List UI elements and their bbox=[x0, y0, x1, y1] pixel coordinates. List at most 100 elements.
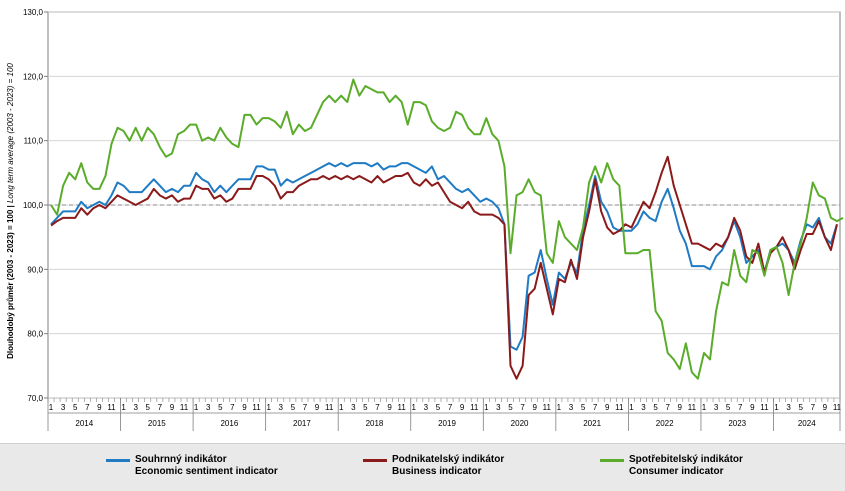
x-month-label: 1 bbox=[412, 403, 417, 412]
legend-swatch-economic bbox=[106, 459, 130, 462]
x-month-label: 1 bbox=[484, 403, 489, 412]
x-month-label: 9 bbox=[315, 403, 320, 412]
x-month-label: 5 bbox=[508, 403, 513, 412]
x-month-label: 5 bbox=[146, 403, 151, 412]
x-year-label: 2023 bbox=[728, 419, 746, 428]
x-year-label: 2021 bbox=[583, 419, 601, 428]
legend-item-consumer: Spotřebitelský indikátor Consumer indica… bbox=[600, 454, 743, 478]
x-month-label: 3 bbox=[133, 403, 138, 412]
x-year-label: 2014 bbox=[75, 419, 93, 428]
x-year-label: 2018 bbox=[366, 419, 384, 428]
x-month-label: 11 bbox=[252, 403, 261, 412]
legend-label-business-en: Business indicator bbox=[392, 466, 482, 477]
x-month-label: 9 bbox=[387, 403, 392, 412]
y-tick-label: 80,0 bbox=[27, 330, 43, 339]
x-month-label: 1 bbox=[266, 403, 271, 412]
x-month-label: 1 bbox=[121, 403, 126, 412]
x-month-label: 11 bbox=[543, 403, 552, 412]
x-month-label: 5 bbox=[291, 403, 296, 412]
legend-label-business-cz: Podnikatelský indikátor bbox=[392, 454, 505, 465]
y-tick-label: 130,0 bbox=[23, 8, 44, 17]
legend-label-consumer-en: Consumer indicator bbox=[629, 466, 724, 477]
legend-swatch-consumer bbox=[600, 459, 624, 462]
x-month-label: 9 bbox=[532, 403, 537, 412]
x-year-label: 2017 bbox=[293, 419, 311, 428]
chart-legend: Souhrnný indikátor Economic sentiment in… bbox=[0, 443, 845, 491]
x-month-label: 5 bbox=[581, 403, 586, 412]
x-month-label: 11 bbox=[325, 403, 334, 412]
x-axis: 1 3 5 7 9 11 1 3 5 7 9 11 1 3 5 7 9 11 1 3 5 7 9 11 1 3 5 7 9 11 1 3 5 7 9… bbox=[47, 398, 842, 431]
x-month-label: 9 bbox=[460, 403, 465, 412]
x-month-label: 5 bbox=[653, 403, 658, 412]
x-month-label: 3 bbox=[569, 403, 574, 412]
x-month-label: 1 bbox=[629, 403, 634, 412]
svg-text:Dlouhodobý průměr (2003 - 2023: Dlouhodobý průměr (2003 - 2023) = 100 | … bbox=[6, 63, 15, 359]
x-year-label: 2024 bbox=[798, 419, 816, 428]
x-month-label: 7 bbox=[448, 403, 453, 412]
x-month-label: 9 bbox=[678, 403, 683, 412]
x-month-label: 5 bbox=[436, 403, 441, 412]
x-month-label: 3 bbox=[61, 403, 66, 412]
series-line-1 bbox=[50, 155, 838, 380]
legend-item-business: Podnikatelský indikátor Business indicat… bbox=[363, 454, 504, 478]
x-month-label: 7 bbox=[665, 403, 670, 412]
x-month-label: 7 bbox=[85, 403, 90, 412]
x-month-label: 11 bbox=[688, 403, 697, 412]
x-month-label: 5 bbox=[363, 403, 368, 412]
x-month-label: 9 bbox=[750, 403, 755, 412]
x-month-label: 11 bbox=[398, 403, 407, 412]
x-month-label: 7 bbox=[520, 403, 525, 412]
x-month-label: 11 bbox=[470, 403, 479, 412]
x-month-label: 9 bbox=[823, 403, 828, 412]
y-axis-ticks: 70,0 80,0 90,0 100,0 110,0 120,0 130,0 bbox=[23, 8, 48, 403]
x-month-label: 7 bbox=[738, 403, 743, 412]
x-month-label: 11 bbox=[760, 403, 769, 412]
legend-label-economic-cz: Souhrnný indikátor bbox=[135, 454, 227, 465]
x-month-label: 5 bbox=[73, 403, 78, 412]
x-month-label: 9 bbox=[97, 403, 102, 412]
x-month-label: 11 bbox=[107, 403, 116, 412]
y-tick-label: 120,0 bbox=[23, 72, 44, 81]
y-tick-label: 110,0 bbox=[24, 137, 44, 146]
x-month-label: 3 bbox=[496, 403, 501, 412]
x-month-label: 7 bbox=[811, 403, 816, 412]
x-month-label: 1 bbox=[557, 403, 562, 412]
legend-label-economic-en: Economic sentiment indicator bbox=[135, 466, 278, 477]
x-month-label: 3 bbox=[351, 403, 356, 412]
x-month-label: 9 bbox=[605, 403, 610, 412]
x-month-label: 3 bbox=[206, 403, 211, 412]
x-year-label: 2016 bbox=[220, 419, 238, 428]
x-month-label: 3 bbox=[424, 403, 429, 412]
x-month-label: 3 bbox=[641, 403, 646, 412]
x-month-label: 1 bbox=[49, 403, 54, 412]
y-axis-label-primary: Dlouhodobý průměr (2003 - 2023) = 100 | bbox=[6, 203, 15, 359]
x-month-label: 5 bbox=[726, 403, 731, 412]
x-year-label: 2019 bbox=[438, 419, 456, 428]
x-month-label: 5 bbox=[798, 403, 803, 412]
y-tick-label: 90,0 bbox=[27, 265, 43, 274]
legend-item-economic: Souhrnný indikátor Economic sentiment in… bbox=[106, 454, 278, 478]
x-month-label: 7 bbox=[230, 403, 235, 412]
x-month-label: 7 bbox=[158, 403, 163, 412]
x-month-label: 3 bbox=[279, 403, 284, 412]
legend-label-consumer-cz: Spotřebitelský indikátor bbox=[629, 454, 743, 465]
x-month-label: 1 bbox=[339, 403, 344, 412]
x-month-label: 1 bbox=[194, 403, 199, 412]
x-month-label: 7 bbox=[593, 403, 598, 412]
x-month-label: 3 bbox=[786, 403, 791, 412]
x-month-label: 1 bbox=[774, 403, 779, 412]
x-month-label: 11 bbox=[615, 403, 624, 412]
x-month-label: 11 bbox=[833, 403, 842, 412]
series-line-0 bbox=[50, 162, 838, 351]
y-tick-label: 70,0 bbox=[27, 394, 43, 403]
x-month-label: 1 bbox=[702, 403, 707, 412]
series-lines bbox=[50, 78, 844, 380]
x-month-label: 5 bbox=[218, 403, 223, 412]
x-month-label: 11 bbox=[180, 403, 189, 412]
y-axis-label: Dlouhodobý průměr (2003 - 2023) = 100 | … bbox=[6, 63, 15, 359]
y-axis-label-secondary: Long term average (2003 - 2023) = 100 bbox=[6, 63, 15, 203]
x-year-label: 2022 bbox=[656, 419, 674, 428]
series-line-2 bbox=[50, 78, 844, 380]
x-month-label: 9 bbox=[170, 403, 175, 412]
